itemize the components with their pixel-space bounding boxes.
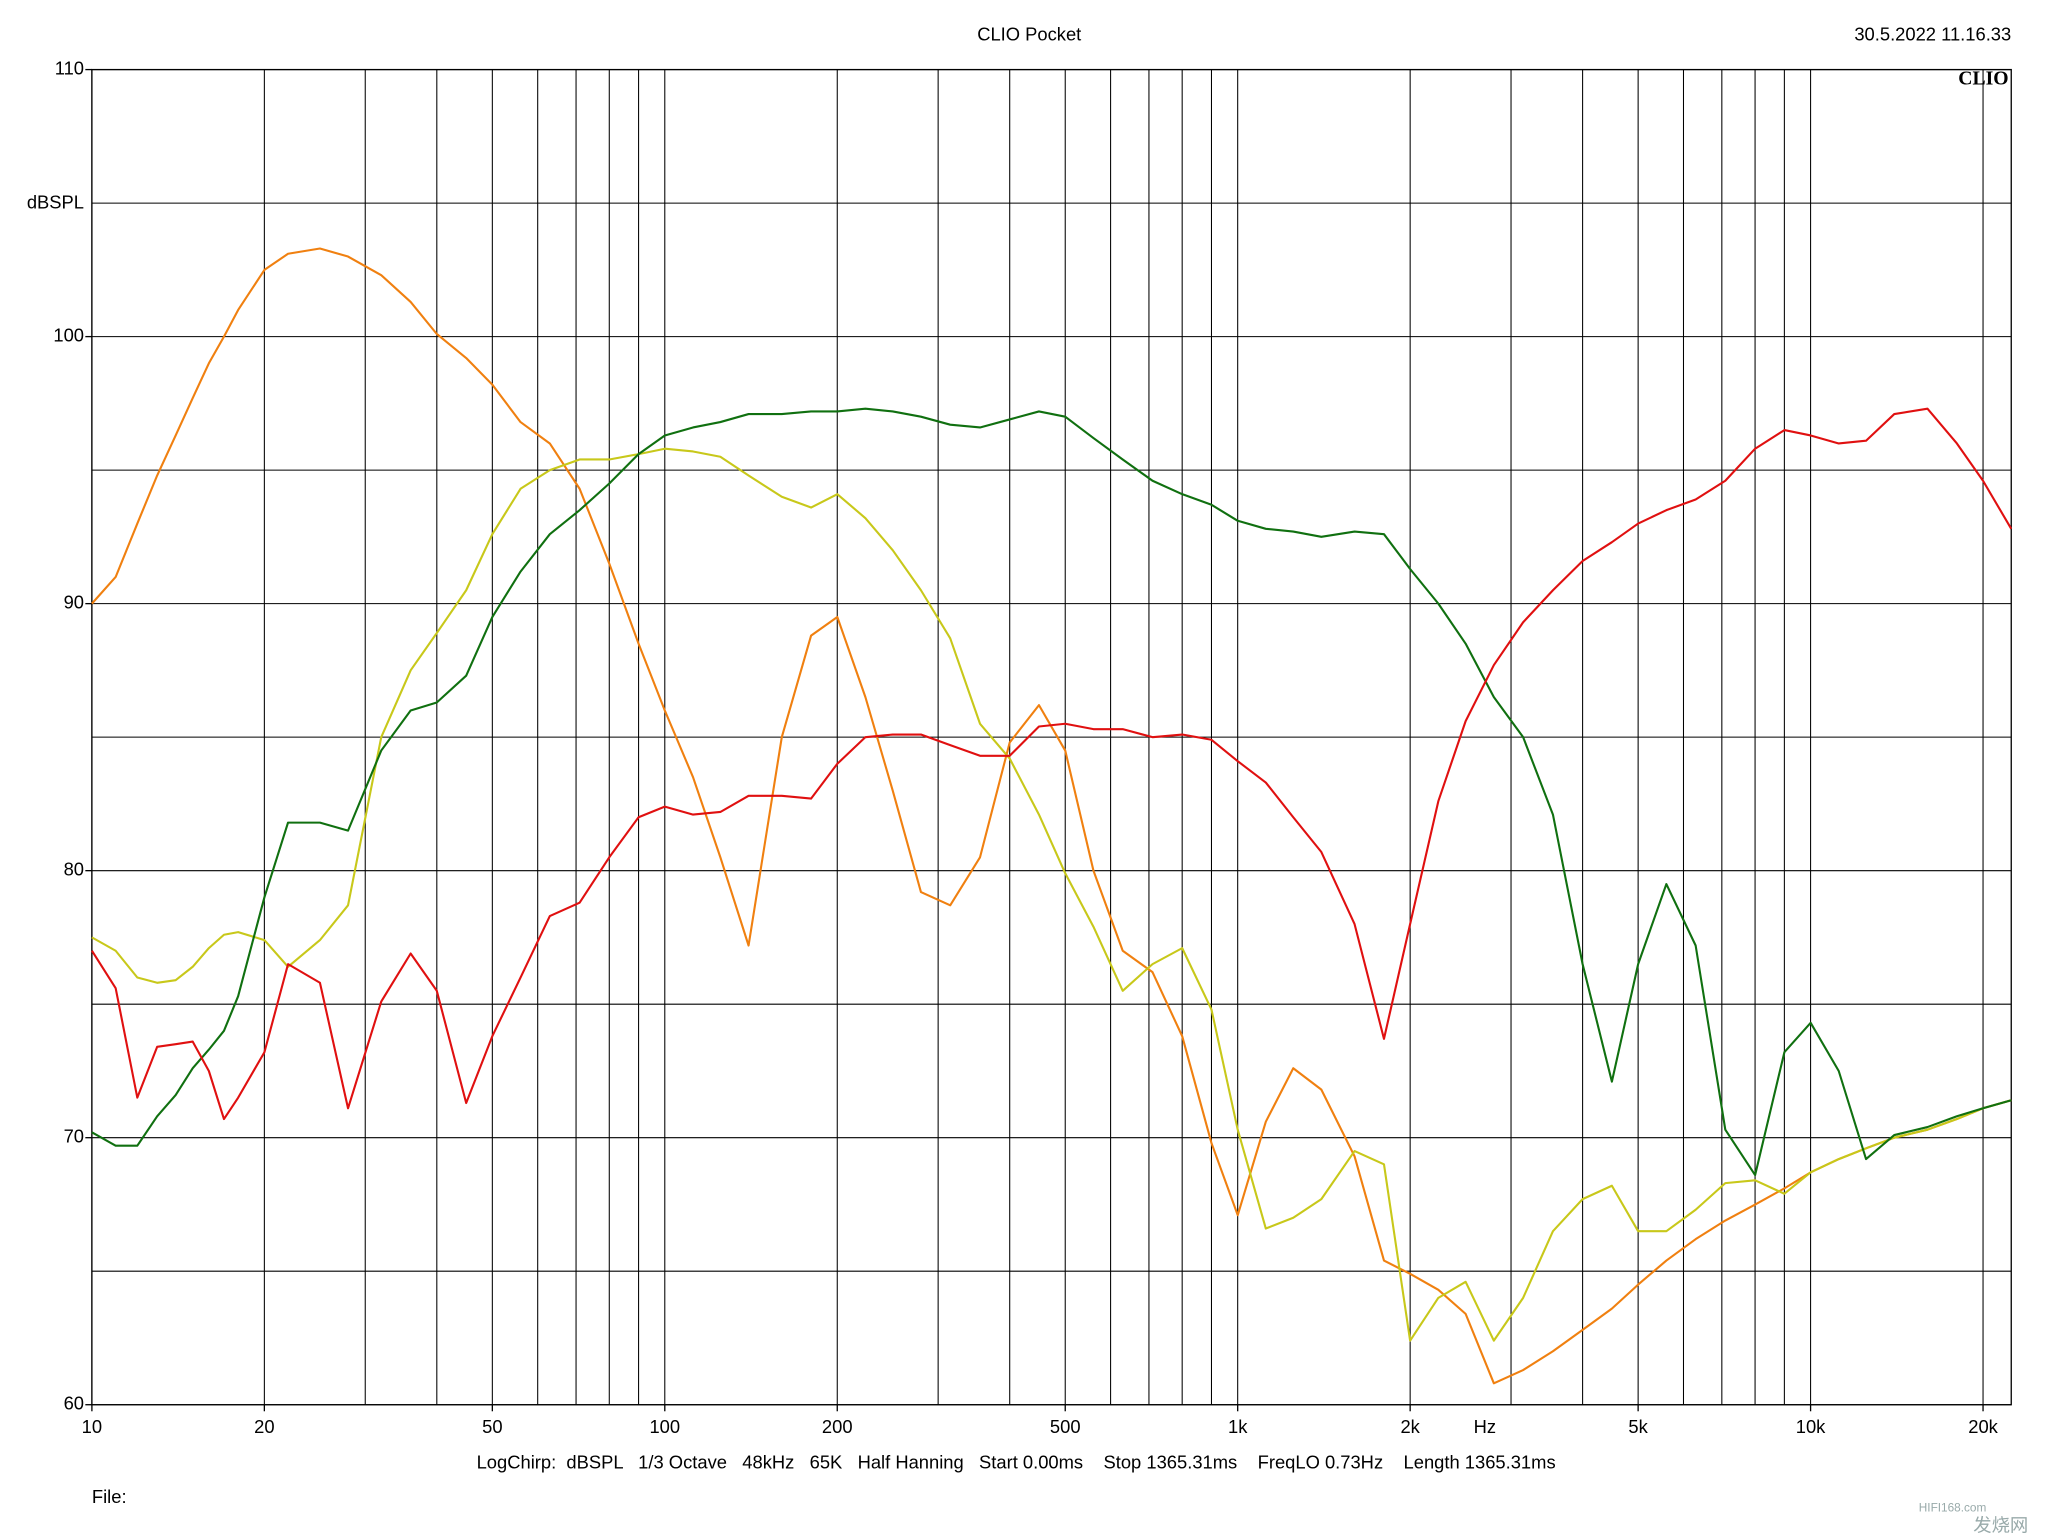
x-tick-label: 2k [1400, 1416, 1420, 1437]
file-label: File: [92, 1486, 127, 1507]
series-line [91, 407, 2013, 1121]
timestamp: 30.5.2022 11.16.33 [1854, 23, 2011, 44]
y-tick-label: 80 [64, 859, 84, 880]
x-tick-label: 1k [1228, 1416, 1248, 1437]
y-tick-label: 90 [64, 591, 84, 612]
x-tick-label: 200 [822, 1416, 853, 1437]
x-tick-label: 500 [1050, 1416, 1081, 1437]
series-line [91, 447, 2012, 1342]
series-line [91, 247, 2012, 1385]
x-tick-label: 20 [254, 1416, 274, 1437]
y-tick-label: 100 [53, 324, 84, 345]
chart-title: CLIO Pocket [977, 23, 1081, 44]
x-axis-label: Hz [1474, 1416, 1496, 1437]
x-tick-label: 10k [1796, 1416, 1826, 1437]
watermark: HIFI168.com [1919, 1501, 1987, 1515]
x-tick-label: 10 [82, 1416, 102, 1437]
y-tick-label: 60 [64, 1393, 84, 1414]
y-axis-label: dBSPL [27, 191, 84, 212]
y-tick-label: 70 [64, 1126, 84, 1147]
x-tick-label: 100 [649, 1416, 680, 1437]
x-tick-label: 20k [1968, 1416, 1998, 1437]
watermark: 发烧网 [1973, 1515, 2028, 1536]
plot-area: 60 70 80 90 100 110 10 20 50 100 200 500 1k 2k 5k 10k 20… [53, 57, 2013, 1437]
settings-footer: LogChirp: dBSPL 1/3 Octave 48kHz 65K Hal… [477, 1452, 1556, 1473]
plot-frame [91, 68, 2012, 1406]
x-tick-label: 50 [482, 1416, 502, 1437]
y-tick-label: 110 [55, 57, 84, 78]
series-line [91, 407, 2012, 1177]
x-tick-label: 5k [1628, 1416, 1648, 1437]
